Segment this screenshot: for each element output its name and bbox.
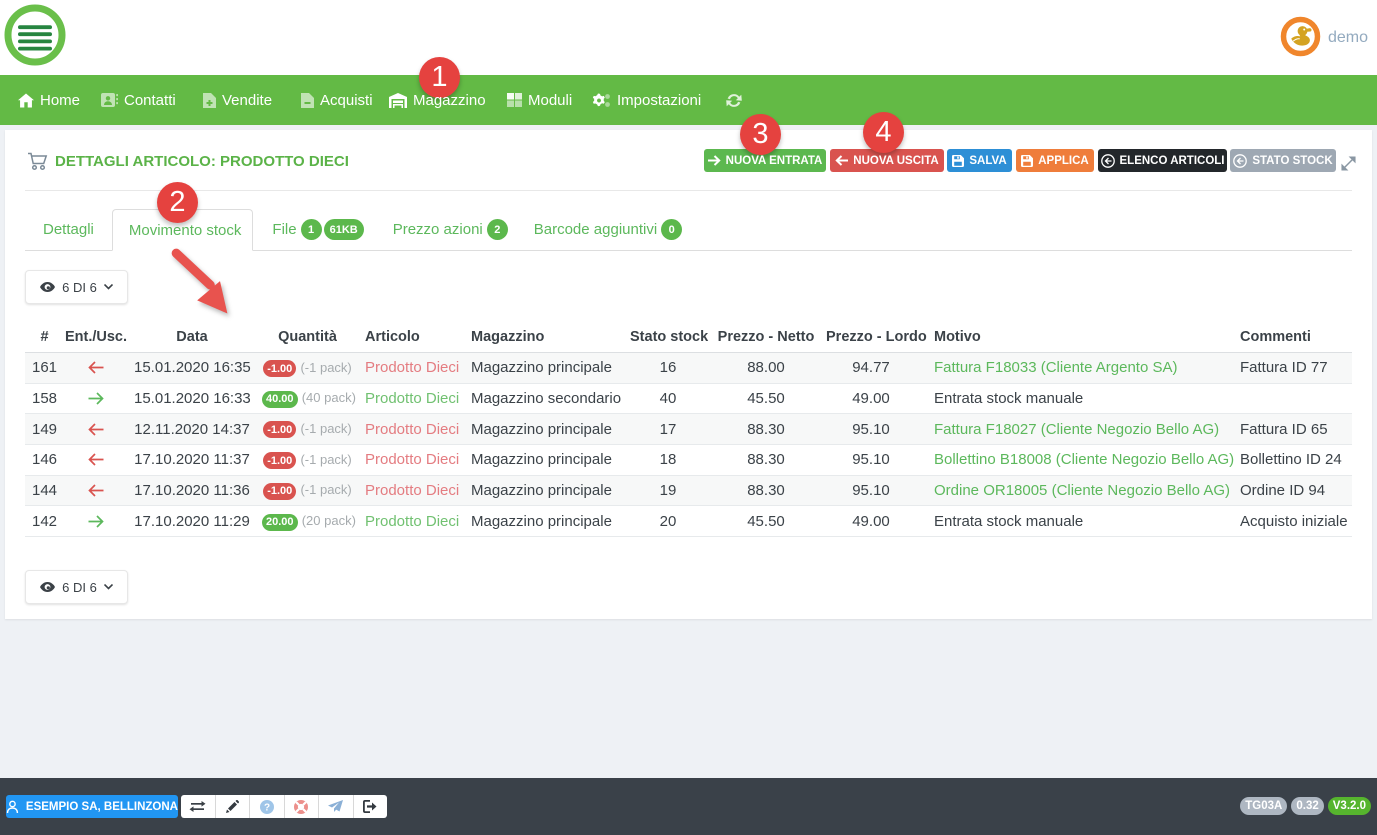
svg-text:?: ? [264, 802, 270, 813]
